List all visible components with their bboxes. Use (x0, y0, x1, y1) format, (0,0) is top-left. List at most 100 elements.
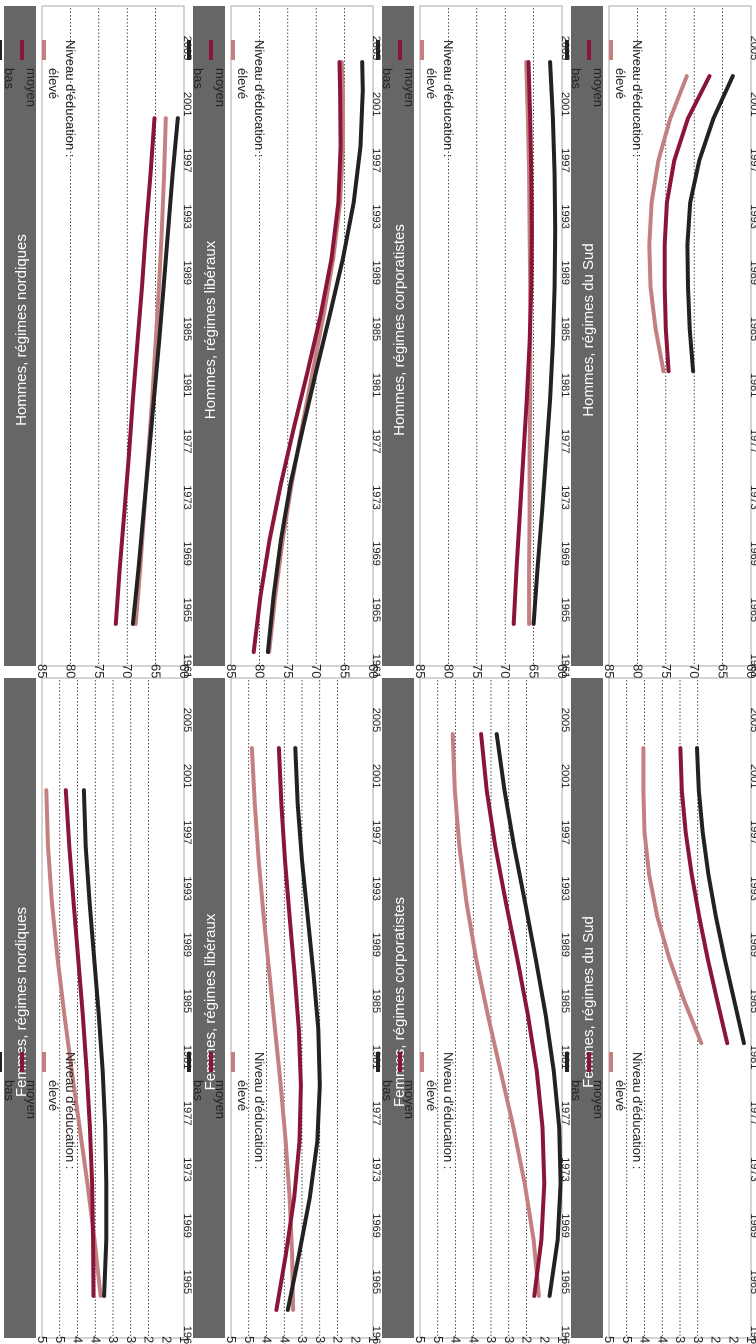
legend: Niveau d'éducation :élevé moyen bas (565, 1052, 645, 1169)
panel-header (382, 6, 414, 666)
panel-header (4, 6, 36, 666)
x-tick-label: 1989 (559, 261, 571, 285)
x-tick-label: 2001 (181, 92, 193, 116)
x-tick-label: 1993 (559, 204, 571, 228)
x-tick-label: 1985 (748, 989, 756, 1013)
y-tick-label: 15 (366, 1336, 381, 1344)
x-tick-label: 2001 (559, 764, 571, 788)
legend-label-moyen: moyen (24, 1080, 39, 1119)
y-tick-label: 30 (502, 1336, 517, 1344)
legend-label-moyen: moyen (213, 1080, 228, 1119)
series-line-bas (531, 60, 558, 626)
y-tick-label: 85 (413, 664, 428, 678)
panel-header (4, 678, 36, 1338)
x-tick-label: 2001 (748, 92, 756, 116)
x-tick-label: 1973 (370, 1157, 382, 1181)
x-tick-label: 1973 (559, 1157, 571, 1181)
x-tick-label: 1973 (181, 1157, 193, 1181)
legend: Niveau d'éducation :élevé moyen bas (376, 1052, 456, 1169)
y-tick-label: 85 (224, 664, 239, 678)
x-tick-label: 1981 (748, 1045, 756, 1069)
legend-label-eleve: élevé (46, 68, 61, 99)
x-tick-label: 1969 (748, 1213, 756, 1237)
x-tick-label: 1997 (748, 148, 756, 172)
y-tick-label: 40 (466, 1336, 481, 1344)
plot-frame (230, 677, 374, 1339)
x-tick-label: 1969 (559, 1213, 571, 1237)
series-line-moyen (662, 74, 712, 374)
series-line-eleve (249, 746, 296, 1312)
x-tick-label: 1973 (370, 485, 382, 509)
legend-label-bas: bas (191, 68, 206, 89)
x-tick-label: 1993 (181, 204, 193, 228)
y-tick-label: 15 (555, 1336, 570, 1344)
x-tick-label: 1997 (748, 820, 756, 844)
panel-title: Hommes, régimes corporatistes (391, 224, 408, 436)
y-tick-label: 70 (309, 664, 324, 678)
y-tick-label: 35 (484, 1336, 499, 1344)
x-tick-label: 1993 (181, 876, 193, 900)
series-line-moyen (511, 60, 534, 626)
x-tick-label: 1977 (370, 1101, 382, 1125)
x-tick-label: 1977 (559, 429, 571, 453)
x-tick-label: 1977 (748, 1101, 756, 1125)
legend-label-moyen: moyen (213, 68, 228, 107)
x-tick-label: 1985 (370, 989, 382, 1013)
panel-title: Femmes, régimes corporatistes (391, 897, 408, 1107)
x-tick-label: 1965 (181, 598, 193, 622)
x-tick-label: 1969 (748, 541, 756, 565)
legend-title: Niveau d'éducation : (441, 1052, 456, 1169)
panel-title: Hommes, régimes nordiques (13, 234, 30, 426)
legend: Niveau d'éducation :élevé moyen bas (376, 40, 456, 157)
x-tick-label: 2005 (748, 36, 756, 60)
x-tick-label: 1977 (748, 429, 756, 453)
series-line-eleve (647, 74, 689, 374)
series-line-bas (81, 788, 109, 1298)
x-tick-label: 1989 (181, 261, 193, 285)
legend-label-eleve: élevé (424, 68, 439, 99)
legend-label-bas: bas (380, 68, 395, 89)
y-tick-label: 35 (295, 1336, 310, 1344)
chart-panel: Hommes, régimes du Sud 85 80 75 70 65 60 (571, 5, 756, 678)
legend-label-moyen: moyen (591, 1080, 606, 1119)
y-tick-label: 60 (366, 664, 381, 678)
panel-header (193, 678, 225, 1338)
y-tick-label: 50 (242, 1336, 257, 1344)
legend-title: Niveau d'éducation : (630, 1052, 645, 1169)
x-tick-label: 2005 (181, 708, 193, 732)
y-tick-label: 65 (716, 664, 731, 678)
y-tick-label: 75 (92, 664, 107, 678)
series-line-bas (130, 116, 180, 626)
y-tick-label: 55 (224, 1336, 239, 1344)
y-tick-label: 55 (35, 1336, 50, 1344)
series-line-eleve (267, 60, 345, 654)
x-tick-label: 1981 (370, 373, 382, 397)
x-tick-label: 1985 (748, 317, 756, 341)
x-tick-label: 1993 (370, 204, 382, 228)
x-tick-label: 1989 (370, 261, 382, 285)
x-tick-label: 2001 (748, 764, 756, 788)
x-tick-label: 2001 (559, 92, 571, 116)
legend-label-bas: bas (569, 1080, 584, 1101)
x-tick-label: 1973 (559, 485, 571, 509)
legend-title: Niveau d'éducation : (63, 40, 78, 157)
x-tick-label: 1981 (559, 373, 571, 397)
x-tick-label: 1969 (370, 541, 382, 565)
y-tick-label: 40 (277, 1336, 292, 1344)
legend: Niveau d'éducation :élevé moyen bas (187, 40, 267, 157)
y-tick-label: 40 (88, 1336, 103, 1344)
plot-frame (41, 677, 185, 1339)
y-tick-label: 45 (71, 1336, 86, 1344)
y-tick-label: 85 (602, 664, 617, 678)
legend-label-bas: bas (191, 1080, 206, 1101)
x-tick-label: 1985 (181, 989, 193, 1013)
x-tick-label: 1989 (748, 261, 756, 285)
legend-title: Niveau d'éducation : (252, 1052, 267, 1169)
series-line-moyen (113, 116, 157, 626)
y-tick-label: 50 (53, 1336, 68, 1344)
y-tick-label: 50 (431, 1336, 446, 1344)
y-tick-label: 40 (655, 1336, 670, 1344)
y-tick-label: 60 (177, 664, 192, 678)
y-tick-label: 20 (726, 1336, 741, 1344)
